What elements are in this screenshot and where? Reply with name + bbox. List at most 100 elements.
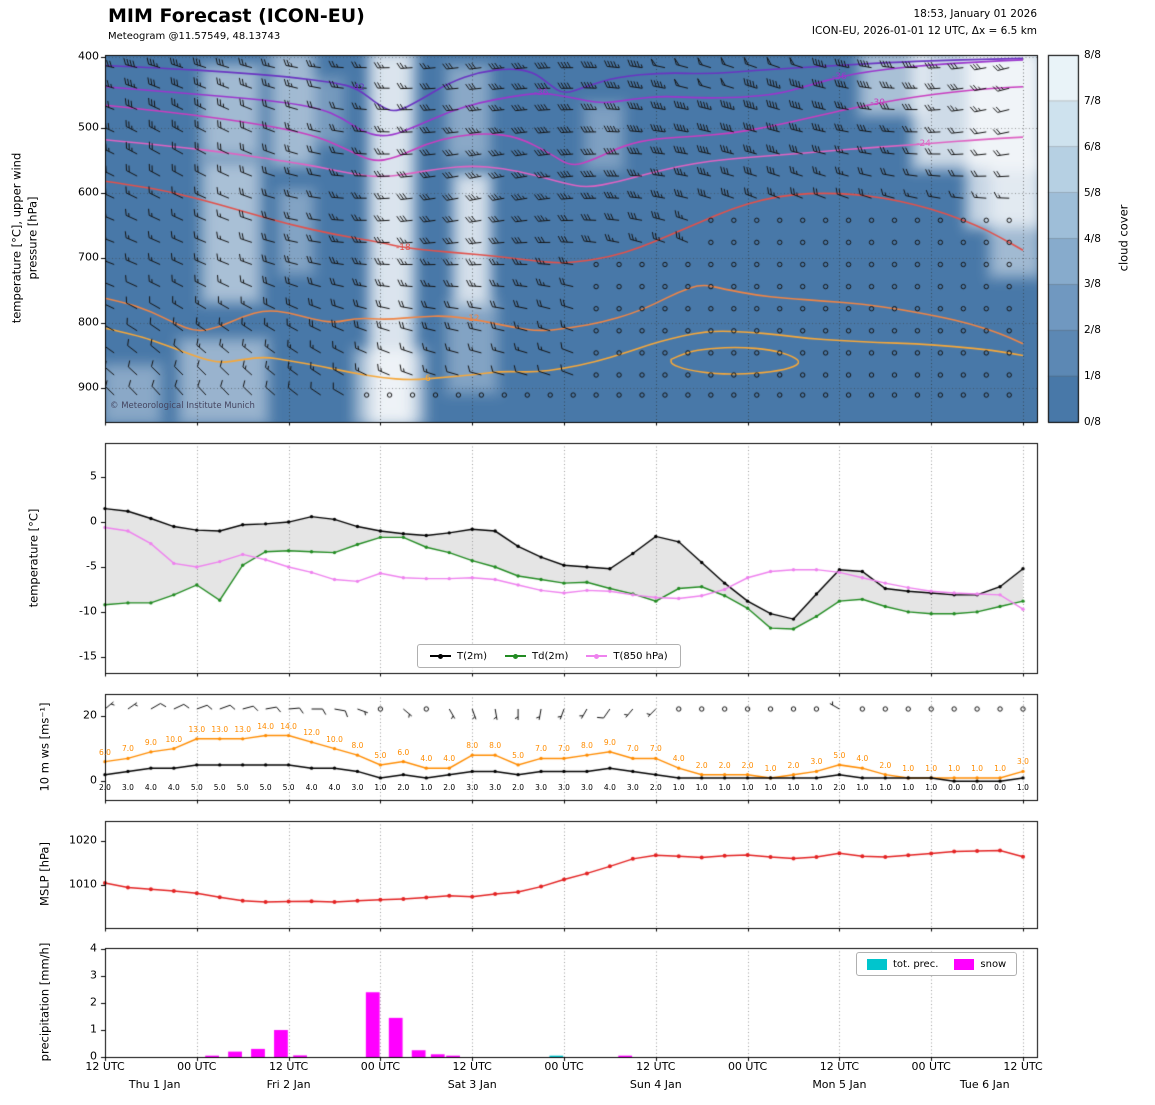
x-tick-label: 12 UTC bbox=[819, 1060, 860, 1073]
temperature-tick-label: -10 bbox=[79, 604, 97, 618]
temperature-legend: T(2m) Td(2m) T(850 hPa) bbox=[417, 644, 681, 668]
temperature-tick-label: 0 bbox=[90, 514, 97, 528]
day-label: Sat 3 Jan bbox=[447, 1078, 497, 1091]
legend-swatch bbox=[867, 958, 887, 970]
gust-value-label: 4.0 bbox=[672, 754, 685, 764]
contour-label: -36 bbox=[533, 87, 549, 98]
gust-value-label: 12.0 bbox=[303, 728, 320, 738]
colorbar-tick-label: 7/8 bbox=[1084, 94, 1101, 107]
x-tick-label: 00 UTC bbox=[360, 1060, 401, 1073]
wind-speed-value-label: 4.0 bbox=[144, 783, 157, 792]
gust-value-label: 5.0 bbox=[512, 750, 525, 760]
wind-speed-value-label: 4.0 bbox=[603, 783, 616, 792]
wind-speed-value-label: 2.0 bbox=[649, 783, 662, 792]
gust-value-label: 7.0 bbox=[649, 744, 662, 754]
wind-speed-value-label: 5.0 bbox=[259, 783, 272, 792]
wind-speed-value-label: 3.0 bbox=[466, 783, 479, 792]
legend-line-marker bbox=[505, 653, 527, 659]
day-label: Sun 4 Jan bbox=[629, 1078, 682, 1091]
colorbar-tick-label: 8/8 bbox=[1084, 48, 1101, 61]
legend-label: snow bbox=[980, 958, 1007, 970]
precip-tick-label: 2 bbox=[90, 995, 97, 1009]
legend-label: T(2m) bbox=[457, 650, 488, 662]
copyright-notice: © Meteorological Institute Munich bbox=[110, 401, 255, 411]
legend-line-marker bbox=[586, 653, 608, 659]
ylabel-temperature: temperature [°C] bbox=[26, 508, 41, 608]
wind-speed-value-label: 1.0 bbox=[695, 783, 708, 792]
colorbar-tick-label: 2/8 bbox=[1084, 324, 1101, 337]
contour-label: -12 bbox=[464, 314, 480, 325]
wind-speed-value-label: 3.0 bbox=[580, 783, 593, 792]
gust-value-label: 1.0 bbox=[948, 763, 961, 773]
pressure-tick-label: 700 bbox=[78, 250, 99, 264]
gust-value-label: 3.0 bbox=[810, 757, 823, 767]
temperature-tick-label: 5 bbox=[90, 469, 97, 483]
colorbar-label: cloud cover bbox=[1116, 204, 1131, 272]
precipitation-legend: tot. prec. snow bbox=[856, 952, 1018, 976]
legend-entry-T(850 hPa): T(850 hPa) bbox=[586, 650, 668, 662]
x-tick-label: 00 UTC bbox=[177, 1060, 217, 1073]
ylabel-precipitation: precipitation [mm/h] bbox=[37, 942, 52, 1062]
gust-value-label: 2.0 bbox=[741, 760, 754, 770]
gust-value-label: 7.0 bbox=[535, 744, 548, 754]
wind-speed-value-label: 2.0 bbox=[443, 783, 456, 792]
wind-speed-value-label: 4.0 bbox=[328, 783, 341, 792]
gust-value-label: 6.0 bbox=[99, 747, 111, 757]
legend-entry-T(2m): T(2m) bbox=[430, 651, 487, 662]
legend-label: tot. prec. bbox=[893, 958, 939, 970]
contour-label: -24 bbox=[916, 138, 931, 149]
contour-label: -6 bbox=[421, 373, 431, 384]
gust-value-label: 5.0 bbox=[374, 750, 387, 760]
legend-entry-Td(2m): Td(2m) bbox=[505, 651, 568, 662]
gust-value-label: 7.0 bbox=[121, 744, 134, 754]
mslp-tick-label: 1010 bbox=[69, 877, 97, 891]
wind-speed-value-label: 1.0 bbox=[787, 783, 800, 792]
legend-label: Td(2m) bbox=[532, 650, 569, 662]
gust-value-label: 10.0 bbox=[326, 734, 343, 744]
gust-value-label: 2.0 bbox=[879, 760, 892, 770]
gust-value-label: 13.0 bbox=[234, 724, 252, 734]
gust-value-label: 8.0 bbox=[466, 741, 479, 751]
temperature-tick-label: -5 bbox=[86, 559, 97, 573]
wind-speed-value-label: 1.0 bbox=[879, 783, 892, 792]
gust-value-label: 13.0 bbox=[211, 724, 229, 734]
gust-value-label: 7.0 bbox=[626, 744, 639, 754]
gust-value-label: 2.0 bbox=[718, 760, 731, 770]
pressure-tick-label: 600 bbox=[78, 185, 99, 199]
gust-value-label: 2.0 bbox=[695, 760, 708, 770]
wind-speed-value-label: 3.0 bbox=[351, 783, 364, 792]
wind-speed-value-label: 3.0 bbox=[558, 783, 570, 792]
pressure-tick-label: 900 bbox=[78, 380, 99, 394]
gust-value-label: 4.0 bbox=[856, 754, 869, 764]
gust-value-label: 1.0 bbox=[764, 763, 777, 773]
x-tick-label: 12 UTC bbox=[452, 1060, 492, 1073]
wind-speed-value-label: 4.0 bbox=[305, 783, 318, 792]
contour-label: -30 bbox=[870, 97, 885, 108]
colorbar-tick-label: 5/8 bbox=[1084, 186, 1101, 199]
legend-swatch bbox=[954, 958, 975, 970]
contour-label: -18 bbox=[395, 242, 411, 253]
x-tick-label: 00 UTC bbox=[911, 1060, 951, 1073]
wind-speed-value-label: 2.0 bbox=[397, 783, 410, 792]
windspeed-tick-label: 20 bbox=[83, 708, 97, 722]
pressure-tick-label: 400 bbox=[78, 49, 99, 63]
page-title: MIM Forecast (ICON-EU) bbox=[108, 5, 365, 27]
day-label: Tue 6 Jan bbox=[959, 1078, 1010, 1091]
colorbar-tick-label: 6/8 bbox=[1084, 140, 1101, 153]
wind-speed-value-label: 1.0 bbox=[764, 783, 777, 792]
day-label: Mon 5 Jan bbox=[812, 1078, 867, 1091]
gust-value-label: 5.0 bbox=[833, 750, 846, 760]
legend-label: T(850 hPa) bbox=[613, 650, 668, 662]
wind-speed-value-label: 1.0 bbox=[718, 783, 731, 792]
mslp-tick-label: 1020 bbox=[69, 833, 97, 847]
gust-value-label: 8.0 bbox=[351, 741, 364, 751]
wind-speed-value-label: 5.0 bbox=[213, 783, 226, 792]
wind-speed-value-label: 1.0 bbox=[672, 783, 685, 792]
temperature-tick-label: -15 bbox=[79, 649, 97, 663]
ylabel-mslp: MSLP [hPa] bbox=[37, 842, 52, 906]
x-tick-label: 00 UTC bbox=[544, 1060, 584, 1073]
precip-tick-label: 3 bbox=[90, 968, 97, 982]
wind-speed-value-label: 0.0 bbox=[948, 783, 961, 792]
pressure-tick-label: 500 bbox=[78, 120, 99, 134]
wind-speed-value-label: 3.0 bbox=[626, 783, 639, 792]
